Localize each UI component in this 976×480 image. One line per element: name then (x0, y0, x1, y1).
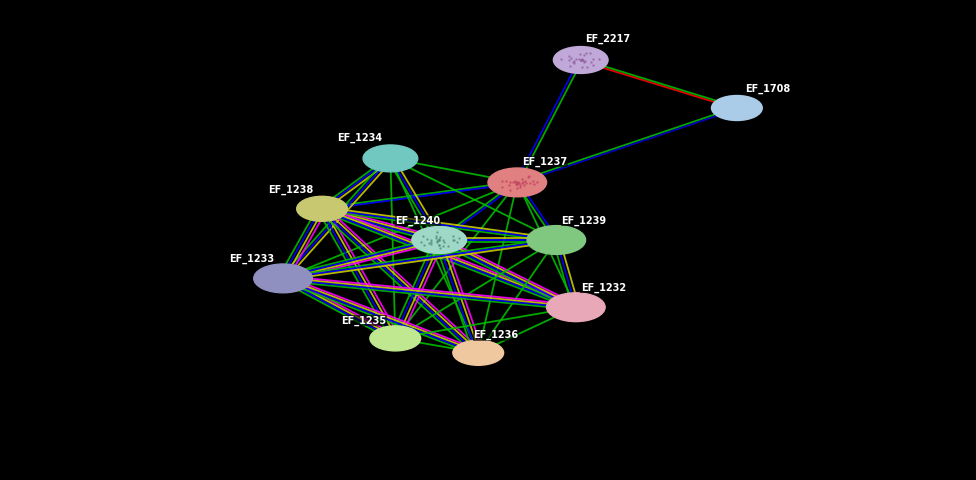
Circle shape (363, 145, 418, 172)
Circle shape (370, 326, 421, 351)
Text: EF_1235: EF_1235 (342, 316, 386, 326)
Text: EF_2217: EF_2217 (586, 34, 630, 44)
Circle shape (254, 264, 312, 293)
Text: EF_1234: EF_1234 (337, 132, 382, 143)
Text: EF_1237: EF_1237 (522, 156, 567, 167)
Circle shape (488, 168, 547, 197)
Text: EF_1240: EF_1240 (395, 216, 440, 226)
Text: EF_1236: EF_1236 (473, 330, 518, 340)
Text: EF_1232: EF_1232 (581, 283, 626, 293)
Text: EF_1708: EF_1708 (745, 84, 790, 94)
Text: EF_1239: EF_1239 (561, 216, 606, 226)
Circle shape (527, 226, 586, 254)
Circle shape (547, 293, 605, 322)
Text: EF_1233: EF_1233 (229, 254, 274, 264)
Circle shape (412, 227, 467, 253)
Text: EF_1238: EF_1238 (268, 185, 313, 195)
Circle shape (453, 340, 504, 365)
Circle shape (712, 96, 762, 120)
Circle shape (553, 47, 608, 73)
Circle shape (297, 196, 347, 221)
